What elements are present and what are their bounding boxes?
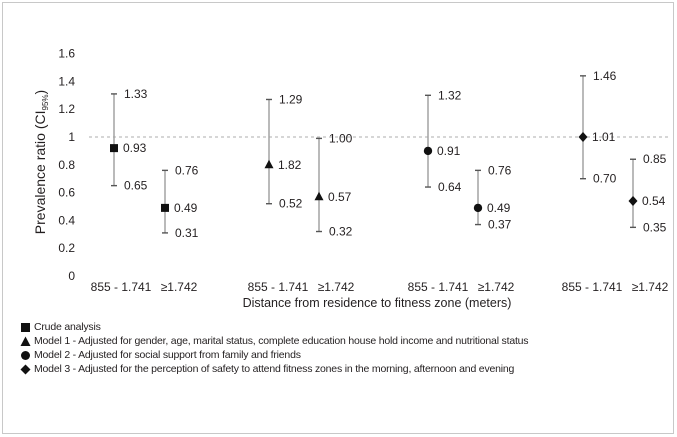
chart-svg: 0 0.2 0.4 0.6 0.8 1 1.2 1.4 1.6 Prevalence ratio … bbox=[3, 3, 675, 315]
triangle-marker bbox=[315, 192, 324, 201]
legend-label: Model 1 - Adjusted for gender, age, mari… bbox=[34, 334, 528, 348]
ci-upper-label: 1.32 bbox=[438, 88, 462, 102]
legend-label: Crude analysis bbox=[34, 320, 101, 334]
ci-upper-label: 0.85 bbox=[643, 152, 667, 166]
x-category-label: ≥1.742 bbox=[632, 280, 669, 294]
x-category-label: 855 - 1.741 bbox=[248, 280, 309, 294]
triangle-marker bbox=[265, 160, 274, 169]
legend-item: Model 3 - Adjusted for the perception of… bbox=[20, 362, 670, 376]
x-category-label: 855 - 1.741 bbox=[562, 280, 623, 294]
x-category-label: 855 - 1.741 bbox=[91, 280, 152, 294]
legend-item: Crude analysis bbox=[20, 320, 670, 334]
diamond-legend-symbol bbox=[20, 364, 31, 375]
ci-lower-label: 0.65 bbox=[124, 179, 148, 193]
legend-label: Model 2 - Adjusted for social support fr… bbox=[34, 348, 301, 362]
y-axis-label-main: Prevalence ratio (CI bbox=[32, 111, 48, 235]
point-estimate-label: 0.57 bbox=[328, 190, 352, 204]
x-axis-label: Distance from residence to fitness zone … bbox=[243, 296, 512, 310]
ci-upper-label: 0.76 bbox=[488, 163, 512, 177]
circle-legend-symbol bbox=[20, 350, 31, 361]
circle-marker bbox=[424, 147, 432, 155]
legend: Crude analysis Model 1 - Adjusted for gen… bbox=[20, 320, 670, 376]
square-marker bbox=[110, 144, 118, 152]
ci-lower-label: 0.64 bbox=[438, 180, 462, 194]
ci-upper-label: 1.29 bbox=[279, 92, 303, 106]
y-tick-label: 1.2 bbox=[58, 102, 75, 116]
y-tick-label: 0.6 bbox=[58, 186, 75, 200]
y-axis-label: Prevalence ratio (CI95%) bbox=[32, 90, 50, 234]
circle-marker bbox=[474, 204, 482, 212]
y-tick-label: 0.8 bbox=[58, 158, 75, 172]
ci-lower-label: 0.31 bbox=[175, 226, 199, 240]
point-estimate-label: 0.91 bbox=[437, 144, 461, 158]
legend-item: Model 1 - Adjusted for gender, age, mari… bbox=[20, 334, 670, 348]
diamond-marker bbox=[579, 132, 588, 142]
y-tick-label: 0.2 bbox=[58, 241, 75, 255]
point-estimate-label: 0.93 bbox=[123, 141, 147, 155]
point-estimate-label: 1.82 bbox=[278, 158, 302, 172]
legend-label: Model 3 - Adjusted for the perception of… bbox=[34, 362, 514, 376]
ci-upper-label: 1.00 bbox=[329, 131, 353, 145]
legend-item: Model 2 - Adjusted for social support fr… bbox=[20, 348, 670, 362]
square-legend-symbol bbox=[20, 322, 31, 333]
y-tick-label: 1 bbox=[68, 130, 75, 144]
y-tick-label: 0 bbox=[68, 269, 75, 283]
point-estimate-label: 1.01 bbox=[592, 130, 616, 144]
point-estimate-label: 0.49 bbox=[487, 201, 511, 215]
y-axis-label-sub: 95% bbox=[41, 94, 50, 110]
y-tick-label: 0.4 bbox=[58, 213, 75, 227]
y-tick-label: 1.6 bbox=[58, 47, 75, 61]
ci-lower-label: 0.32 bbox=[329, 225, 353, 239]
ci-upper-label: 1.33 bbox=[124, 87, 148, 101]
ci-upper-label: 0.76 bbox=[175, 163, 199, 177]
y-axis-label-end: ) bbox=[32, 90, 48, 95]
ci-lower-label: 0.52 bbox=[279, 197, 303, 211]
triangle-legend-symbol bbox=[20, 336, 31, 347]
diamond-marker bbox=[629, 196, 638, 206]
x-category-label: ≥1.742 bbox=[161, 280, 198, 294]
ci-lower-label: 0.35 bbox=[643, 220, 667, 234]
ci-lower-label: 0.37 bbox=[488, 218, 512, 232]
x-category-label: ≥1.742 bbox=[478, 280, 515, 294]
ci-upper-label: 1.46 bbox=[593, 69, 617, 83]
point-estimate-label: 0.49 bbox=[174, 201, 198, 215]
square-marker bbox=[161, 204, 169, 212]
y-tick-label: 1.4 bbox=[58, 74, 75, 88]
ci-lower-label: 0.70 bbox=[593, 172, 617, 186]
x-category-label: 855 - 1.741 bbox=[408, 280, 469, 294]
point-estimate-label: 0.54 bbox=[642, 194, 666, 208]
x-category-label: ≥1.742 bbox=[318, 280, 355, 294]
